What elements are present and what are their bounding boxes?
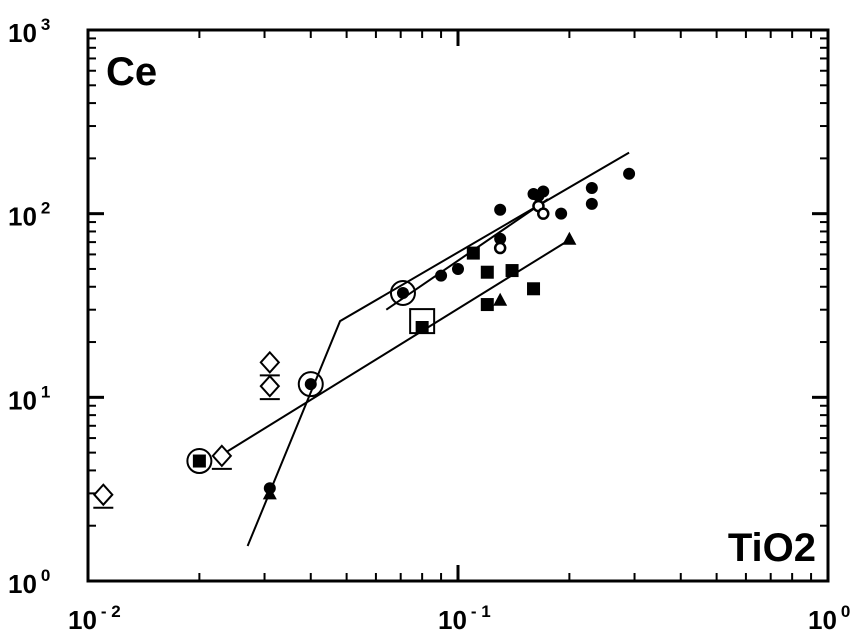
- element-label-ce: Ce: [106, 50, 157, 94]
- data-point-filled-square: [480, 298, 494, 312]
- data-point-ring: [297, 371, 324, 398]
- data-point-open-circle: [537, 207, 550, 220]
- data-point-open-diamond: [211, 444, 233, 468]
- data-point-filled-circle: [396, 286, 409, 299]
- data-point-filled-square: [466, 246, 480, 260]
- x-tick-label: 10- 2: [68, 602, 121, 635]
- data-point-filled-circle: [452, 262, 464, 275]
- data-point-filled-circle: [494, 232, 507, 245]
- data-point-filled-triangle: [262, 486, 277, 500]
- data-point-open-diamond: [259, 374, 281, 398]
- data-point-filled-circle: [494, 203, 507, 216]
- x-tick-label: 10- 1: [438, 602, 491, 635]
- data-point-ring: [389, 279, 416, 306]
- data-point-filled-circle: [537, 185, 550, 198]
- element-label-tio2: TiO2: [728, 526, 816, 570]
- data-point-open-square: [409, 308, 436, 335]
- trend-line: [246, 151, 630, 547]
- data-points: [92, 167, 636, 509]
- y-tick-label: 10 3: [8, 15, 50, 48]
- data-point-filled-circle: [555, 207, 568, 220]
- data-point-filled-square: [527, 282, 541, 296]
- x-tick-label: 10 0: [808, 602, 850, 635]
- data-point-filled-triangle: [562, 231, 577, 245]
- data-point-open-diamond: [92, 483, 114, 507]
- data-point-filled-square: [505, 264, 519, 278]
- data-point-filled-square: [415, 321, 429, 335]
- data-point-open-circle: [493, 241, 507, 255]
- y-tick-label: 10 2: [8, 199, 50, 232]
- data-point-filled-triangle: [493, 292, 508, 306]
- axis-ticks: 10- 2 10- 1 10 0 10 0 10 1 10 2 10 3: [8, 15, 850, 635]
- data-point-filled-square: [480, 265, 494, 279]
- data-point-filled-circle: [585, 197, 598, 210]
- y-tick-label: 10 0: [8, 566, 50, 599]
- data-point-filled-circle: [435, 269, 448, 282]
- data-point-filled-circle: [585, 181, 598, 194]
- data-point-filled-circle: [623, 167, 636, 180]
- data-point-open-diamond: [259, 350, 281, 374]
- plot-frame: [86, 28, 830, 583]
- data-point-ring: [186, 448, 213, 475]
- trend-lines: [214, 151, 630, 547]
- data-point-filled-square: [192, 454, 206, 468]
- y-tick-label: 10 1: [8, 382, 50, 415]
- data-point-filled-circle: [304, 378, 317, 391]
